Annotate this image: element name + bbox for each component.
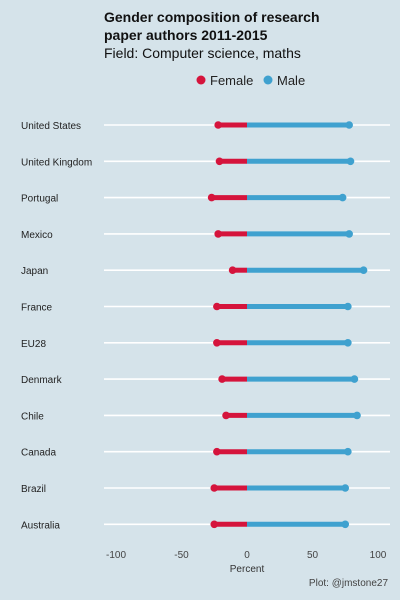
category-label-united-states: United States xyxy=(21,121,81,132)
x-tick-label-2: 0 xyxy=(244,550,250,561)
category-label-eu28: EU28 xyxy=(21,339,46,350)
x-tick-label-1: -50 xyxy=(174,550,189,561)
category-label-portugal: Portugal xyxy=(21,194,58,205)
female-point-chile xyxy=(222,411,230,420)
x-axis-title: Percent xyxy=(230,564,265,575)
female-point-france xyxy=(213,302,221,311)
male-point-portugal xyxy=(338,193,347,202)
category-label-japan: Japan xyxy=(21,266,48,277)
male-point-united-kingdom xyxy=(346,157,355,166)
x-tick-label-4: 100 xyxy=(370,550,387,561)
female-point-canada xyxy=(213,447,221,456)
x-tick-label-0: -100 xyxy=(106,550,126,561)
x-tick-label-3: 50 xyxy=(307,550,319,561)
category-label-chile: Chile xyxy=(21,411,44,422)
category-label-brazil: Brazil xyxy=(21,484,46,495)
category-label-denmark: Denmark xyxy=(21,375,63,386)
chart-title-line-2: paper authors 2011-2015 xyxy=(104,27,268,43)
category-label-united-kingdom: United Kingdom xyxy=(21,157,92,168)
male-point-japan xyxy=(359,266,368,275)
female-point-japan xyxy=(228,266,237,275)
female-point-united-states xyxy=(214,121,222,129)
plot-area: United States United Kingdom Portugal Mexic… xyxy=(21,121,390,561)
legend-swatch-female xyxy=(196,75,206,85)
legend-label-male: Male xyxy=(277,73,305,88)
female-point-mexico xyxy=(214,230,222,238)
male-point-brazil xyxy=(341,484,350,492)
chart-title-line-1: Gender composition of research xyxy=(104,9,320,25)
legend-swatch-male xyxy=(263,75,273,85)
female-point-portugal xyxy=(207,193,216,202)
category-label-mexico: Mexico xyxy=(21,230,53,241)
chart-caption: Plot: @jmstone27 xyxy=(309,578,389,589)
female-point-brazil xyxy=(210,484,219,492)
category-label-australia: Australia xyxy=(21,520,60,531)
legend-label-female: Female xyxy=(210,73,253,88)
male-point-mexico xyxy=(345,230,353,238)
male-point-france xyxy=(344,302,352,311)
category-label-france: France xyxy=(21,303,53,314)
female-point-australia xyxy=(210,520,219,529)
male-point-denmark xyxy=(350,375,359,383)
female-point-united-kingdom xyxy=(215,157,224,166)
female-point-eu28 xyxy=(213,339,221,347)
male-point-canada xyxy=(344,447,352,456)
category-label-canada: Canada xyxy=(21,448,56,459)
legend: Female Male xyxy=(196,73,305,88)
male-point-united-states xyxy=(345,121,353,129)
male-point-australia xyxy=(341,520,350,529)
male-point-chile xyxy=(353,411,361,420)
male-point-eu28 xyxy=(344,339,352,347)
female-point-denmark xyxy=(218,375,226,383)
chart-subtitle: Field: Computer science, maths xyxy=(104,45,301,61)
